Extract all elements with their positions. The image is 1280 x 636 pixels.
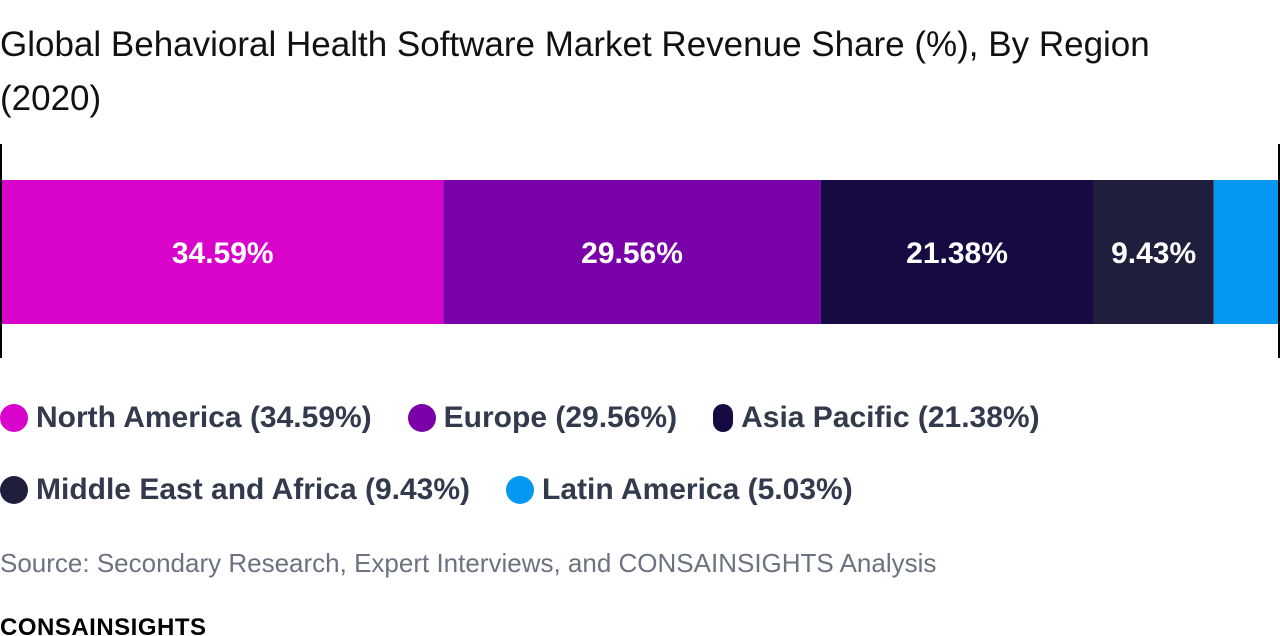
legend-row: Middle East and Africa (9.43%) Latin Ame… [0,462,1280,518]
bar-segment-middle-east-and-africa[interactable] [1093,180,1214,324]
legend-label: Europe (29.56%) [443,401,678,434]
bar-segments: 34.59% 29.56% 21.38% 9.43% [2,180,1278,324]
legend-swatch-middle-east-africa [0,476,28,504]
legend-item-europe[interactable]: Europe (29.56%) [407,401,678,435]
legend-label: Middle East and Africa (9.43%) [36,473,471,506]
bar-segment-north-america[interactable] [2,180,444,324]
legend-swatch-latin-america [506,476,535,504]
legend-row: North America (34.59%) Europe (29.56%) A… [0,390,1280,446]
legend-swatch-europe [407,404,436,432]
legend-item-north-america[interactable]: North America (34.59%) [0,401,372,435]
data-label-middle-east-and-africa: 9.43% [1111,237,1196,270]
legend-swatch-asia-pacific [713,404,734,432]
chart-title: Global Behavioral Health Software Market… [0,25,1150,118]
legend: North America (34.59%) Europe (29.56%) A… [0,390,1280,534]
legend-swatch-north-america [0,404,28,432]
legend-label: Latin America (5.03%) [542,473,853,506]
data-label-north-america: 34.59% [172,237,274,270]
source-note: Source: Secondary Research, Expert Inter… [0,548,937,578]
data-label-europe: 29.56% [581,237,683,270]
data-label-asia-pacific: 21.38% [906,237,1008,270]
legend-item-middle-east-africa[interactable]: Middle East and Africa (9.43%) [0,473,470,507]
brand-logo-text: CONSAINSIGHTS [0,614,207,636]
legend-item-latin-america[interactable]: Latin America (5.03%) [506,473,853,507]
legend-label: North America (34.59%) [36,401,372,434]
bar-segment-europe[interactable] [443,180,821,324]
stacked-bar-chart: 34.59% 29.56% 21.38% 9.43% [0,144,1280,358]
bar-segment-latin-america[interactable] [1213,180,1278,324]
bar-segment-asia-pacific[interactable] [820,180,1094,324]
legend-item-asia-pacific[interactable]: Asia Pacific (21.38%) [713,401,1040,435]
legend-label: Asia Pacific (21.38%) [741,401,1040,434]
